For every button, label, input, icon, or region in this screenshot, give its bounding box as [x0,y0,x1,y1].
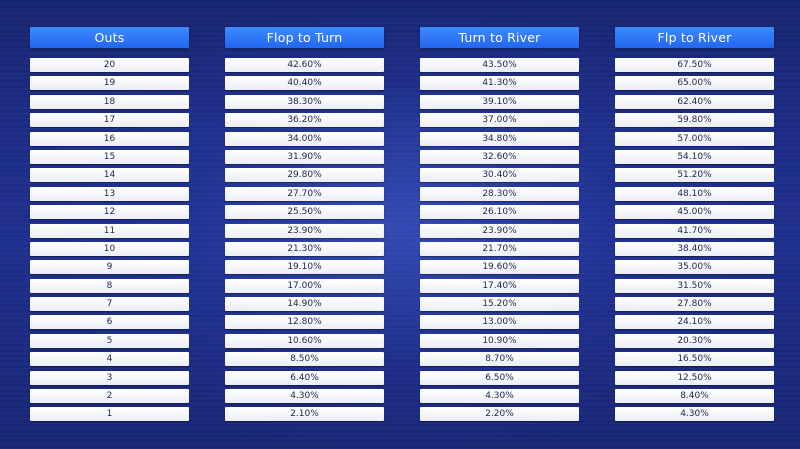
cell-outs: 9 [30,260,189,275]
cell-turn-to-river: 43.50% [420,58,579,72]
cell-flop-to-river: 48.10% [615,186,774,201]
cell-flop-to-river: 35.00% [615,260,774,275]
cell-flop-to-river: 20.30% [615,333,774,348]
cell-turn-to-river: 4.30% [420,389,579,404]
cell-flop-to-river: 12.50% [615,370,774,385]
column-turn-to-river: Turn to River 43.50% 41.30% 39.10% 37.00% 34… [420,27,579,422]
cell-flop-to-turn: 29.80% [225,168,384,183]
cell-outs: 3 [30,370,189,385]
cell-flop-to-river: 16.50% [615,352,774,367]
cell-flop-to-turn: 19.10% [225,260,384,275]
cell-turn-to-river: 6.50% [420,370,579,385]
cell-flop-to-turn: 10.60% [225,333,384,348]
cell-turn-to-river: 2.20% [420,407,579,422]
cell-flop-to-river: 4.30% [615,407,774,422]
cell-turn-to-river: 28.30% [420,186,579,201]
column-outs: Outs 20 19 18 17 16 15 14 13 12 11 10 9 8 7 6 5 4 3 2 1 [30,27,189,422]
cell-turn-to-river: 21.70% [420,241,579,256]
cell-flop-to-river: 65.00% [615,76,774,91]
cell-flop-to-river: 57.00% [615,131,774,146]
cell-flop-to-turn: 8.50% [225,352,384,367]
cell-turn-to-river: 32.60% [420,149,579,164]
cell-outs: 20 [30,58,189,72]
column-header-outs: Outs [30,27,189,48]
cell-flop-to-river: 38.40% [615,241,774,256]
cell-outs: 12 [30,205,189,220]
cell-flop-to-turn: 23.90% [225,223,384,238]
cell-flop-to-turn: 4.30% [225,389,384,404]
cell-flop-to-turn: 27.70% [225,186,384,201]
column-cells-flop-to-river: 67.50% 65.00% 62.40% 59.80% 57.00% 54.10% 51.2… [615,58,774,426]
cell-flop-to-turn: 2.10% [225,407,384,422]
cell-outs: 16 [30,131,189,146]
cell-turn-to-river: 15.20% [420,297,579,312]
column-flop-to-turn: Flop to Turn 42.60% 40.40% 38.30% 36.20% 34.… [225,27,384,422]
cell-outs: 5 [30,333,189,348]
cell-flop-to-river: 41.70% [615,223,774,238]
poker-outs-odds-table: Outs 20 19 18 17 16 15 14 13 12 11 10 9 8 7 6 5 4 3 2 1 Flo… [30,27,774,427]
cell-flop-to-river: 31.50% [615,278,774,293]
column-cells-flop-to-turn: 42.60% 40.40% 38.30% 36.20% 34.00% 31.90% 29.8… [225,58,384,426]
cell-outs: 11 [30,223,189,238]
cell-flop-to-turn: 6.40% [225,370,384,385]
cell-turn-to-river: 30.40% [420,168,579,183]
cell-turn-to-river: 39.10% [420,94,579,109]
cell-outs: 17 [30,113,189,128]
cell-flop-to-turn: 25.50% [225,205,384,220]
cell-outs: 2 [30,389,189,404]
cell-flop-to-river: 62.40% [615,94,774,109]
cell-flop-to-turn: 21.30% [225,241,384,256]
cell-flop-to-river: 45.00% [615,205,774,220]
cell-flop-to-river: 54.10% [615,149,774,164]
cell-turn-to-river: 8.70% [420,352,579,367]
cell-flop-to-river: 59.80% [615,113,774,128]
cell-outs: 13 [30,186,189,201]
cell-flop-to-turn: 40.40% [225,76,384,91]
cell-flop-to-turn: 42.60% [225,58,384,72]
cell-flop-to-turn: 38.30% [225,94,384,109]
cell-outs: 6 [30,315,189,330]
cell-outs: 18 [30,94,189,109]
cell-outs: 19 [30,76,189,91]
cell-flop-to-turn: 12.80% [225,315,384,330]
cell-turn-to-river: 37.00% [420,113,579,128]
cell-turn-to-river: 23.90% [420,223,579,238]
cell-flop-to-turn: 34.00% [225,131,384,146]
cell-turn-to-river: 41.30% [420,76,579,91]
column-cells-outs: 20 19 18 17 16 15 14 13 12 11 10 9 8 7 6 5 4 3 2 1 [30,58,189,426]
cell-turn-to-river: 10.90% [420,333,579,348]
column-flop-to-river: Flp to River 67.50% 65.00% 62.40% 59.80% 57.… [615,27,774,422]
cell-outs: 15 [30,149,189,164]
cell-turn-to-river: 26.10% [420,205,579,220]
cell-flop-to-river: 8.40% [615,389,774,404]
cell-flop-to-river: 24.10% [615,315,774,330]
cell-flop-to-river: 51.20% [615,168,774,183]
cell-outs: 14 [30,168,189,183]
column-header-turn-to-river: Turn to River [420,27,579,48]
column-header-flop-to-river: Flp to River [615,27,774,48]
cell-outs: 1 [30,407,189,422]
cell-flop-to-turn: 36.20% [225,113,384,128]
cell-outs: 4 [30,352,189,367]
cell-turn-to-river: 17.40% [420,278,579,293]
cell-flop-to-turn: 31.90% [225,149,384,164]
cell-flop-to-turn: 14.90% [225,297,384,312]
column-cells-turn-to-river: 43.50% 41.30% 39.10% 37.00% 34.80% 32.60% 30.4… [420,58,579,426]
cell-outs: 8 [30,278,189,293]
cell-turn-to-river: 13.00% [420,315,579,330]
cell-outs: 7 [30,297,189,312]
cell-outs: 10 [30,241,189,256]
column-header-flop-to-turn: Flop to Turn [225,27,384,48]
cell-turn-to-river: 34.80% [420,131,579,146]
cell-flop-to-river: 27.80% [615,297,774,312]
cell-turn-to-river: 19.60% [420,260,579,275]
cell-flop-to-river: 67.50% [615,58,774,72]
cell-flop-to-turn: 17.00% [225,278,384,293]
